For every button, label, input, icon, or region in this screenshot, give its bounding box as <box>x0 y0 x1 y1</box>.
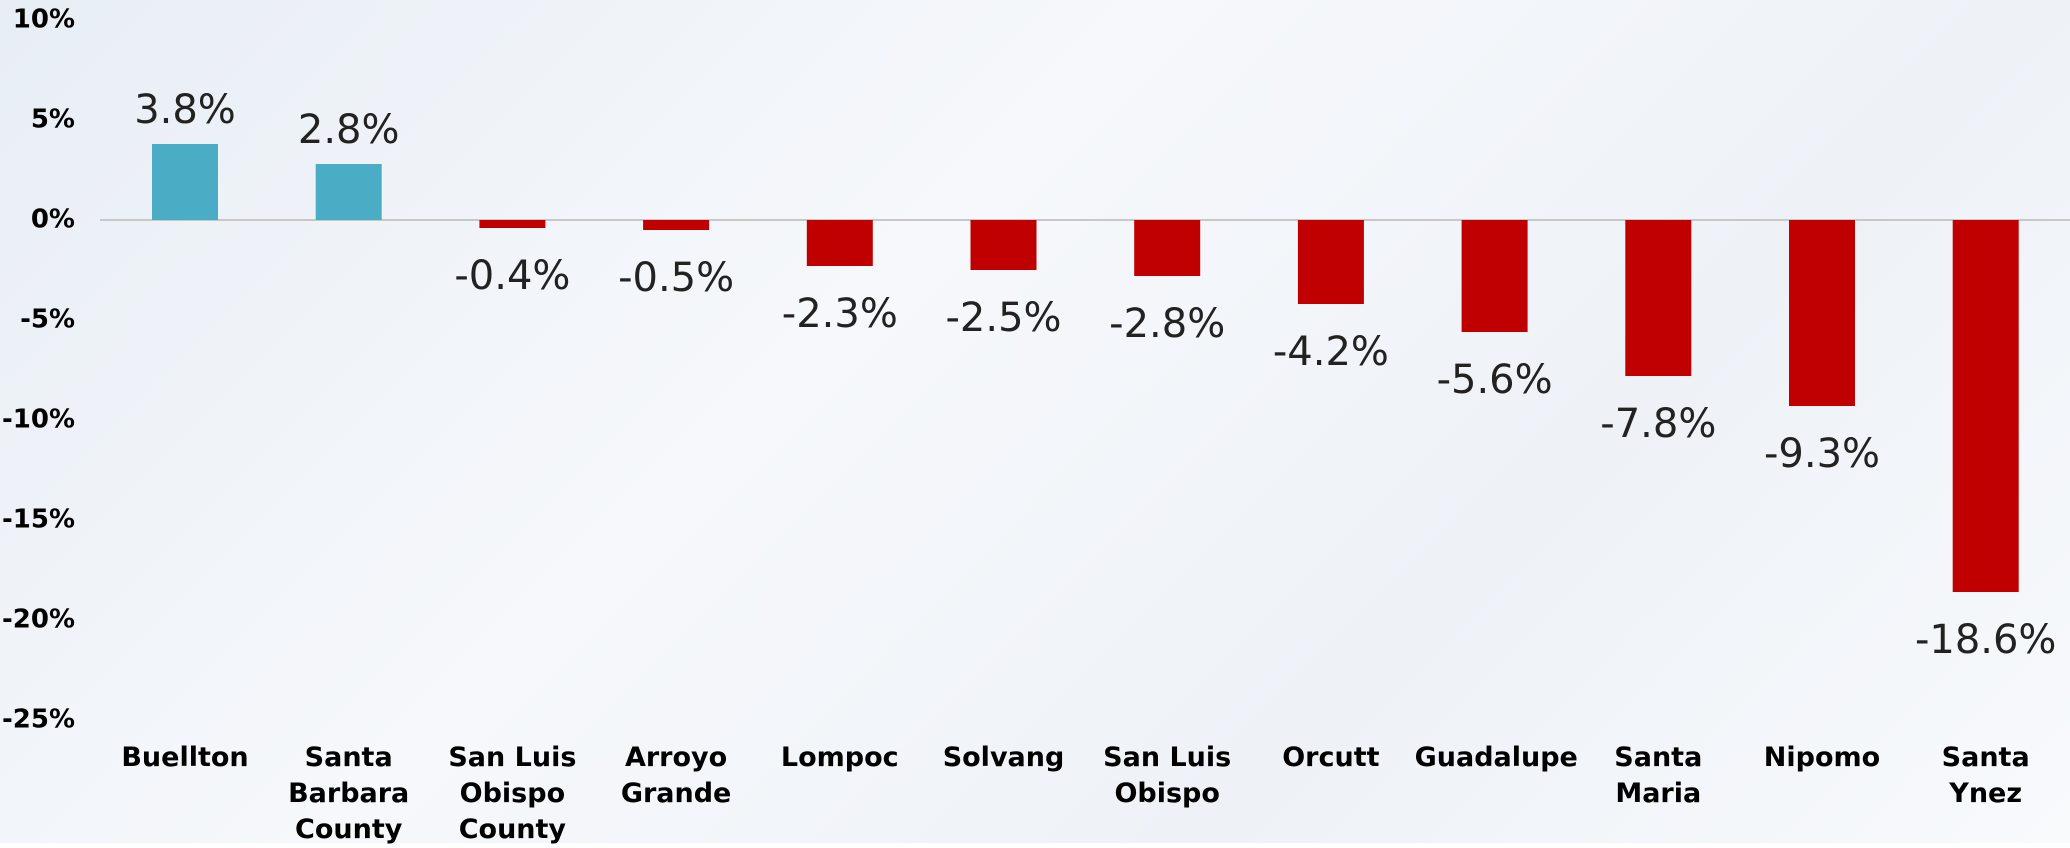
bar <box>1297 220 1364 304</box>
bar <box>315 164 382 220</box>
y-tick-label: 5% <box>31 105 75 135</box>
y-tick-label: -15% <box>2 505 75 535</box>
x-tick-label: Santa Barbara County <box>288 742 410 845</box>
bar <box>1789 220 1855 406</box>
bar <box>970 220 1037 270</box>
data-label: -2.8% <box>1109 301 1225 347</box>
bar <box>806 220 873 266</box>
x-tick-label: Lompoc <box>780 742 899 773</box>
x-tick-label: Arroyo Grande <box>620 742 732 809</box>
x-tick-label: Orcutt <box>1282 742 1380 773</box>
data-label: -0.5% <box>618 255 734 301</box>
x-tick-label: Solvang <box>942 742 1065 773</box>
bar <box>152 144 218 220</box>
y-tick-label: -25% <box>2 705 75 735</box>
x-tick-label: Buellton <box>121 742 249 773</box>
y-tick-label: -5% <box>20 305 75 335</box>
data-label: -4.2% <box>1273 329 1389 375</box>
data-label: -18.6% <box>1915 617 2057 663</box>
x-tick-label: San Luis Obispo <box>1103 742 1232 809</box>
bar <box>1134 220 1201 276</box>
data-label: 2.8% <box>298 107 400 153</box>
bar <box>1461 220 1528 332</box>
y-tick-label: 10% <box>13 5 75 35</box>
y-tick-label: -20% <box>2 605 75 635</box>
data-label: -7.8% <box>1600 401 1716 447</box>
data-label: -2.3% <box>782 291 898 337</box>
data-label: -2.5% <box>945 295 1061 341</box>
bar <box>1952 220 2019 592</box>
bar <box>643 220 710 230</box>
x-tick-label: Santa Ynez <box>1941 742 2030 809</box>
x-tick-label: Santa Maria <box>1614 742 1703 809</box>
x-tick-label: San Luis Obispo County <box>448 742 577 845</box>
data-label: -0.4% <box>454 253 570 299</box>
bar <box>1625 220 1692 376</box>
data-label: -9.3% <box>1764 431 1880 477</box>
x-tick-label: Nipomo <box>1763 742 1881 773</box>
x-tick-label: Guadalupe <box>1414 742 1578 773</box>
data-label: 3.8% <box>134 87 236 133</box>
data-label: -5.6% <box>1437 357 1553 403</box>
bar <box>479 220 546 228</box>
y-tick-label: -10% <box>2 405 75 435</box>
y-tick-label: 0% <box>31 205 75 235</box>
